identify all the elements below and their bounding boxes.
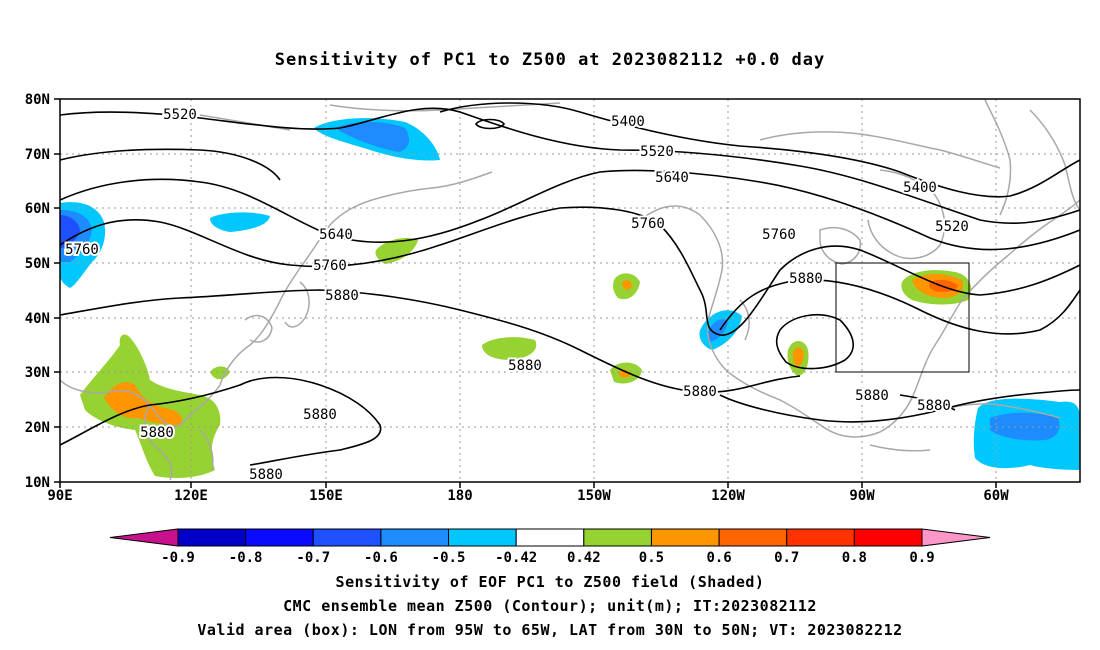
contour-label: 5400	[611, 114, 645, 130]
contour-label: 5760	[65, 242, 99, 258]
contour-label: 5520	[163, 107, 197, 123]
contour-label: 5880	[249, 467, 283, 483]
contour-5400	[439, 102, 1081, 198]
lon-label: 60W	[983, 488, 1009, 504]
longitude-labels: 90E 120E 150E 180 150W 120W 90W 60W	[47, 488, 1009, 504]
contour-label: 5640	[319, 227, 353, 243]
colorbar-tick-label: 0.8	[842, 550, 867, 566]
contour-label: 5880	[683, 384, 717, 400]
shade-west-negative-inner	[60, 215, 80, 248]
colorbar-box	[718, 528, 788, 547]
contour-label: 5760	[762, 227, 796, 243]
contour-label: 5880	[855, 388, 889, 404]
colorbar-tick-label: 0.5	[639, 550, 664, 566]
colorbar-tick-label: 0.7	[774, 550, 799, 566]
lon-label: 90W	[849, 488, 875, 504]
contour-label: 5640	[655, 170, 689, 186]
colorbar-box	[853, 528, 923, 547]
colorbar-tick-label: -0.5	[432, 550, 466, 566]
colorbar-tick-label: -0.6	[364, 550, 398, 566]
colorbar-box	[515, 528, 585, 547]
figure-title: Sensitivity of PC1 to Z500 at 2023082112…	[274, 50, 826, 70]
contour-5640	[59, 169, 1081, 251]
lon-label: 120W	[711, 488, 745, 504]
contour-5880-east	[719, 278, 1081, 335]
lon-label: 120E	[174, 488, 208, 504]
lat-label: 50N	[25, 256, 50, 272]
colorbar-tick-label: 0.6	[706, 550, 731, 566]
shade-pacific-positive-3-core	[622, 279, 632, 290]
contour-label: 5760	[631, 216, 665, 232]
colorbar-box	[786, 528, 855, 547]
contour-label: 5400	[903, 180, 937, 196]
lat-label: 20N	[25, 420, 50, 436]
lon-label: 150W	[577, 488, 611, 504]
shade-pacific-positive-1	[375, 238, 418, 264]
map-border	[59, 98, 1081, 483]
colorbar-box	[448, 528, 517, 547]
contour-label: 5520	[935, 219, 969, 235]
colorbar-box	[245, 528, 314, 547]
colorbar-tick-label: -0.42	[495, 550, 537, 566]
lat-label: 30N	[25, 365, 50, 381]
contour-5760	[59, 206, 1081, 336]
contour-label: 5880	[325, 288, 359, 304]
lat-label: 80N	[25, 92, 50, 108]
colorbar-box	[583, 528, 652, 547]
contour-label: 5880	[508, 358, 542, 374]
coastlines	[59, 99, 1081, 481]
lon-label: 90E	[47, 488, 72, 504]
shade-asia-positive-core	[104, 382, 183, 426]
lat-label: 60N	[25, 201, 50, 217]
contour-5520-north	[59, 107, 1081, 225]
latitude-labels: 80N 70N 60N 50N 40N 30N 20N 10N	[25, 92, 50, 491]
contour-5880-gulf	[899, 394, 956, 411]
caption-contour: CMC ensemble mean Z500 (Contour); unit(m…	[283, 597, 817, 615]
valid-area-box	[835, 262, 970, 373]
colorbar-box	[650, 528, 720, 547]
contour-5880-box	[775, 314, 854, 370]
contour-label: 5880	[917, 398, 951, 414]
colorbar-tick-label: -0.8	[229, 550, 263, 566]
contour-labels: 5520 5400 5520 5640 5400 5520 5760 5640 …	[63, 105, 971, 485]
contour-label: 5520	[640, 144, 674, 160]
lon-label: 180	[447, 488, 472, 504]
lat-label: 70N	[25, 147, 50, 163]
colorbar-tick-label: 0.9	[909, 550, 934, 566]
colorbar-box	[312, 528, 382, 547]
colorbar-tick-label: -0.9	[161, 550, 195, 566]
caption-valid-area: Valid area (box): LON from 95W to 65W, L…	[197, 621, 903, 639]
shade-japan-positive	[210, 366, 230, 380]
colorbar-box	[380, 528, 450, 547]
shade-arctic-negative-core	[335, 122, 410, 152]
colorbar-tick-label: 0.42	[567, 550, 601, 566]
shade-mexico-positive-core	[792, 346, 804, 367]
contour-label: 5880	[303, 407, 337, 423]
lon-label: 150E	[309, 488, 343, 504]
shaded-areas	[60, 118, 1080, 478]
colorbar: -0.9 -0.8 -0.7 -0.6 -0.5 -0.42 0.42 0.5 0.6 0.7 0.…	[109, 528, 991, 566]
colorbar-box	[177, 528, 247, 547]
axis-ticks	[54, 98, 997, 488]
shade-caribbean-negative-core	[990, 412, 1060, 441]
contour-label: 5760	[313, 258, 347, 274]
colorbar-tick-label: -0.7	[296, 550, 330, 566]
contour-label: 5880	[789, 271, 823, 287]
contour-5880-caribbean	[719, 389, 1081, 423]
z500-contours	[59, 102, 1081, 466]
colorbar-lower-extension	[109, 528, 179, 547]
contour-5880-main	[59, 289, 801, 393]
lat-label: 40N	[25, 311, 50, 327]
contour-5520-west	[59, 148, 281, 181]
shade-pacific-positive-2	[482, 337, 537, 360]
contour-label: 5880	[140, 425, 174, 441]
caption-shaded: Sensitivity of EOF PC1 to Z500 field (Sh…	[335, 573, 765, 591]
contour-5880-south	[59, 376, 382, 466]
shade-kamchatka-negative	[210, 212, 270, 232]
colorbar-upper-extension	[921, 528, 991, 547]
lat-label: 10N	[25, 475, 50, 491]
